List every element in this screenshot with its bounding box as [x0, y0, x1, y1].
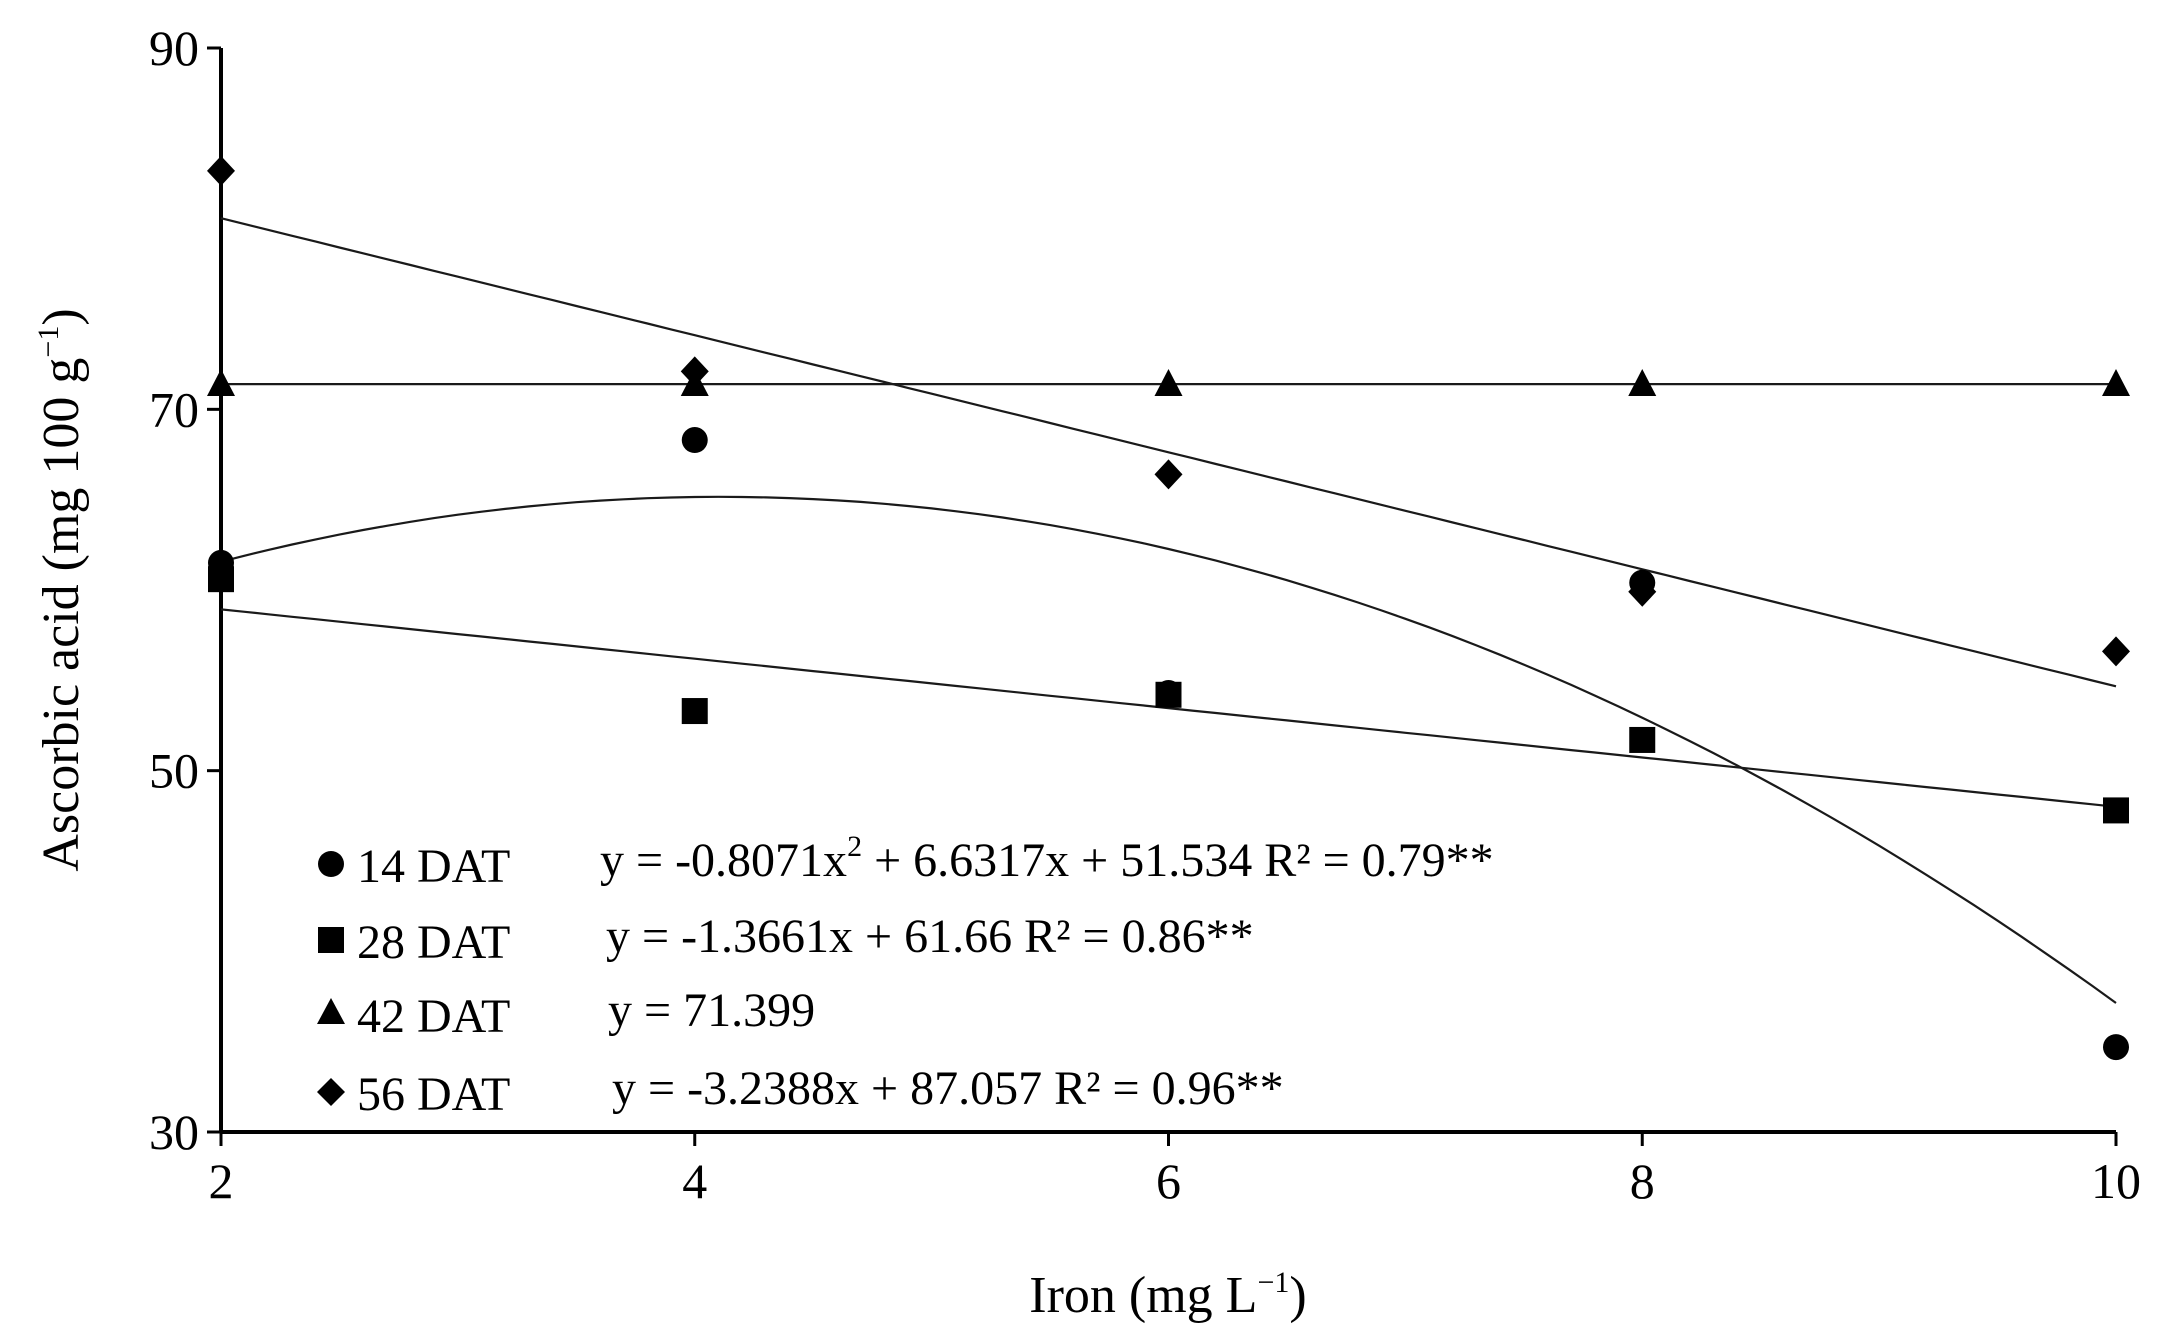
fit-line-28-dat: [220, 608, 2117, 808]
fit-line-14-dat: [220, 495, 2117, 1004]
data-point-diamond: [680, 356, 709, 387]
legend: 14 DAT y = -0.8071x2 + 6.6317x + 51.534 …: [317, 830, 1494, 1121]
legend-label: 14 DAT: [357, 840, 510, 893]
x-axis-title: Iron (mg L−1): [1029, 1266, 1306, 1324]
data-point-circle: [681, 427, 708, 454]
legend-label: 42 DAT: [357, 990, 510, 1043]
legend-entry-56dat: 56 DAT y = -3.2388x + 87.057 R² = 0.96**: [317, 1062, 1284, 1121]
x-tick-label: 8: [1630, 1153, 1655, 1209]
data-point-diamond: [1628, 576, 1657, 607]
data-point-triangle: [1154, 369, 1183, 397]
data-point-diamond: [2102, 636, 2130, 667]
y-axis-title: Ascorbic acid (mg 100 g−1): [32, 308, 90, 871]
fit-line-56-dat: [220, 217, 2117, 688]
ticks: 30 50 70 90 2 4 6 8 10: [149, 20, 2141, 1209]
data-point-square: [2103, 797, 2129, 824]
legend-marker-square: [318, 927, 344, 953]
legend-marker-circle: [318, 851, 344, 877]
data-point-diamond: [207, 155, 235, 186]
data-point-triangle: [1628, 369, 1657, 397]
data-point-square: [208, 566, 234, 593]
legend-equation: y = -3.2388x + 87.057 R² = 0.96**: [612, 1062, 1284, 1115]
x-tick-label: 10: [2091, 1153, 2141, 1209]
legend-equation: y = 71.399: [608, 984, 815, 1037]
data-point-square: [1629, 726, 1656, 753]
legend-marker-triangle: [317, 998, 345, 1024]
fit-lines: [220, 217, 2117, 1004]
x-tick-label: 6: [1156, 1153, 1181, 1209]
data-point-square: [681, 698, 708, 725]
y-tick-label: 50: [149, 743, 199, 799]
legend-entry-28dat: 28 DAT y = -1.3661x + 61.66 R² = 0.86**: [318, 910, 1254, 969]
data-points: [207, 155, 2130, 1061]
legend-label: 56 DAT: [357, 1068, 510, 1121]
x-tick-label: 4: [682, 1153, 707, 1209]
data-point-square: [1155, 681, 1182, 708]
data-point-circle: [2103, 1034, 2129, 1061]
legend-equation: y = -1.3661x + 61.66 R² = 0.86**: [606, 910, 1254, 963]
y-tick-label: 90: [149, 20, 199, 76]
legend-entry-42dat: 42 DAT y = 71.399: [317, 984, 815, 1043]
axes: [219, 48, 2116, 1134]
legend-label: 28 DAT: [357, 916, 510, 969]
y-tick-label: 70: [149, 381, 199, 437]
data-point-triangle: [2102, 369, 2130, 397]
data-point-diamond: [1154, 459, 1183, 490]
x-tick-label: 2: [209, 1153, 234, 1209]
legend-equation: y = -0.8071x2 + 6.6317x + 51.534 R² = 0.…: [600, 830, 1494, 887]
data-point-triangle: [207, 369, 235, 397]
y-tick-label: 30: [149, 1104, 199, 1160]
legend-entry-14dat: 14 DAT y = -0.8071x2 + 6.6317x + 51.534 …: [318, 830, 1494, 893]
legend-marker-diamond: [317, 1078, 345, 1106]
